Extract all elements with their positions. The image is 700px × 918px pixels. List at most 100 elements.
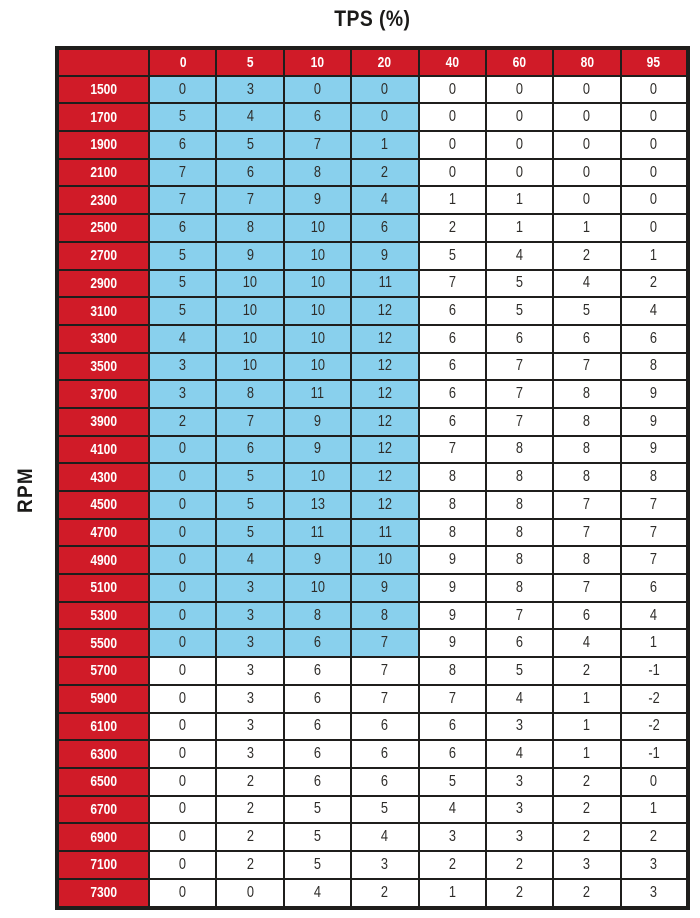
value-cell: 10 bbox=[282, 351, 353, 382]
cell-text: 3 bbox=[246, 745, 254, 763]
value-cell: 5 bbox=[282, 822, 353, 852]
cell-text: 9 bbox=[313, 440, 321, 458]
value-cell: 0 bbox=[552, 185, 622, 216]
value-cell: 8 bbox=[619, 462, 690, 492]
table-row: 6900 0 2 5 4 3 3 2 2 bbox=[56, 822, 690, 852]
value-cell: 1 bbox=[417, 185, 487, 216]
value-cell: 0 bbox=[147, 545, 218, 576]
value-cell: 1 bbox=[552, 213, 622, 243]
col-header: 40 bbox=[417, 47, 487, 77]
value-cell: 2 bbox=[552, 877, 622, 910]
value-cell: 2 bbox=[350, 157, 420, 188]
cell-text: 6 bbox=[313, 689, 321, 707]
cell-text: 0 bbox=[179, 883, 187, 901]
value-cell: 1 bbox=[350, 130, 420, 160]
cell-text: 5 bbox=[313, 800, 321, 818]
value-cell: 5 bbox=[215, 462, 285, 492]
cell-text: 7 bbox=[381, 661, 389, 679]
value-cell: 3 bbox=[215, 683, 285, 714]
value-cell: 8 bbox=[282, 600, 353, 631]
cell-text: 9 bbox=[246, 246, 254, 264]
value-cell: 3 bbox=[417, 822, 487, 852]
cell-text: 6300 bbox=[90, 745, 117, 763]
value-cell: 7 bbox=[350, 656, 420, 686]
cell-text: 5500 bbox=[90, 634, 117, 652]
cell-text: 3100 bbox=[90, 302, 117, 320]
value-cell: 6 bbox=[417, 296, 487, 326]
value-cell: 5 bbox=[484, 296, 555, 326]
cell-text: 2700 bbox=[90, 247, 117, 265]
cell-text: 0 bbox=[650, 135, 658, 153]
cell-text: 5 bbox=[246, 53, 254, 71]
value-cell: 10 bbox=[282, 240, 353, 271]
cell-text: 12 bbox=[377, 385, 392, 403]
cell-text: 1 bbox=[583, 745, 591, 763]
cell-text: 5 bbox=[516, 302, 524, 320]
value-cell: 6 bbox=[350, 739, 420, 769]
value-cell: 6 bbox=[417, 351, 487, 382]
value-cell: 12 bbox=[350, 406, 420, 437]
cell-text: 2 bbox=[246, 828, 254, 846]
cell-text: 4700 bbox=[90, 524, 117, 542]
cell-text: 1 bbox=[448, 191, 456, 209]
value-cell: 0 bbox=[147, 656, 218, 686]
cell-text: 5 bbox=[246, 523, 254, 541]
cell-text: 10 bbox=[310, 274, 325, 292]
cell-text: 12 bbox=[377, 440, 392, 458]
cell-text: 8 bbox=[583, 440, 591, 458]
table-row: 5500 0 3 6 7 9 6 4 1 bbox=[56, 628, 690, 659]
cell-text: 10 bbox=[377, 551, 392, 569]
value-cell: 12 bbox=[350, 490, 420, 520]
cell-text: 6 bbox=[313, 108, 321, 126]
table-body: 0 5 10 20 40 60 80 95 1500 0 3 0 0 0 0 0 0 1700 5 4 6 0 0 0 0 0 19… bbox=[56, 47, 690, 910]
row-header: 2900 bbox=[56, 268, 150, 299]
cell-text: 12 bbox=[377, 357, 392, 375]
cell-text: 7 bbox=[448, 274, 456, 292]
cell-text: 2 bbox=[448, 218, 456, 236]
cell-text: 0 bbox=[650, 191, 658, 209]
value-cell: 7 bbox=[215, 185, 285, 216]
value-cell: 4 bbox=[552, 268, 622, 299]
cell-text: 4 bbox=[583, 274, 591, 292]
cell-text: 5 bbox=[246, 135, 254, 153]
value-cell: 0 bbox=[484, 102, 555, 133]
cell-text: 9 bbox=[650, 440, 658, 458]
cell-text: 10 bbox=[242, 302, 258, 320]
table-row: 1900 6 5 7 1 0 0 0 0 bbox=[56, 130, 690, 160]
value-cell: 2 bbox=[215, 822, 285, 852]
row-header: 7300 bbox=[56, 877, 150, 910]
value-cell: 7 bbox=[417, 683, 487, 714]
cell-text: 3 bbox=[246, 661, 254, 679]
cell-text: 4 bbox=[516, 689, 524, 707]
cell-text: 0 bbox=[448, 108, 456, 126]
cell-text: 3 bbox=[516, 800, 524, 818]
cell-text: 12 bbox=[377, 302, 392, 320]
value-cell: 10 bbox=[282, 268, 353, 299]
value-cell: 4 bbox=[350, 185, 420, 216]
cell-text: 9 bbox=[381, 246, 389, 264]
cell-text: 4 bbox=[583, 634, 591, 652]
value-cell: 1 bbox=[484, 185, 555, 216]
value-cell: 7 bbox=[619, 545, 690, 576]
value-cell: 1 bbox=[552, 739, 622, 769]
cell-text: 7 bbox=[516, 606, 524, 624]
cell-text: 6 bbox=[381, 745, 389, 763]
col-header: 80 bbox=[552, 47, 622, 77]
cell-text: -1 bbox=[648, 745, 660, 763]
value-cell: 2 bbox=[215, 766, 285, 797]
cell-text: 4900 bbox=[90, 551, 117, 569]
cell-text: 2 bbox=[583, 828, 591, 846]
cell-text: 9 bbox=[313, 412, 321, 430]
cell-text: 1 bbox=[448, 883, 456, 901]
cell-text: 8 bbox=[650, 468, 658, 486]
cell-text: 6 bbox=[381, 218, 389, 236]
value-cell: 9 bbox=[350, 240, 420, 271]
value-cell: 3 bbox=[147, 379, 218, 409]
cell-text: 3300 bbox=[90, 330, 117, 348]
value-cell: 4 bbox=[484, 240, 555, 271]
cell-text: 1500 bbox=[90, 81, 117, 99]
cell-text: 7 bbox=[583, 357, 591, 375]
value-cell: 0 bbox=[147, 766, 218, 797]
cell-text: 7 bbox=[583, 578, 591, 596]
cell-text: 3 bbox=[179, 357, 187, 375]
